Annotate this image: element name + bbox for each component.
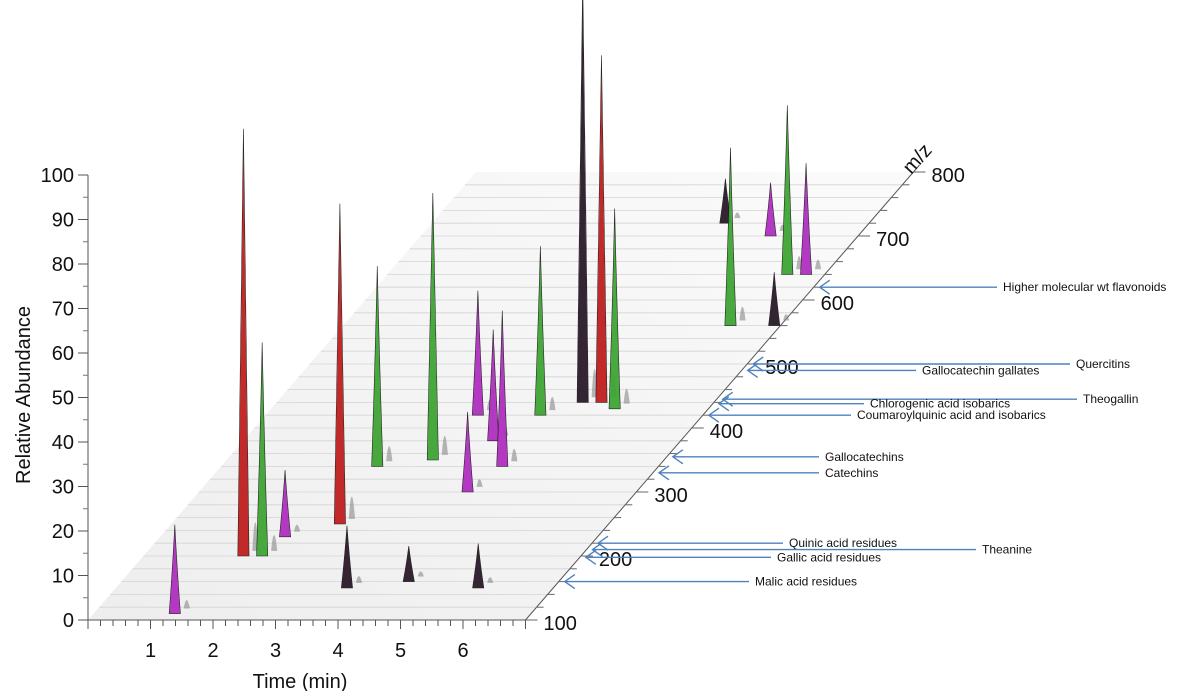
peak-shoulder bbox=[386, 446, 393, 462]
y-tick-label: 30 bbox=[52, 477, 74, 499]
peak-shoulder bbox=[739, 306, 746, 321]
chart-axes: 0 10 20 30 40 50 60 70 80 90 100 1 2 3 4 5 6 100 200 300 400… bbox=[41, 164, 965, 662]
annotation-label: Gallic acid residues bbox=[777, 550, 881, 564]
x-axis-title: Time (min) bbox=[253, 671, 348, 691]
peak-shoulder bbox=[623, 388, 630, 404]
peak-shoulder bbox=[511, 448, 518, 462]
annotation-label: Quercitins bbox=[1076, 357, 1130, 371]
peak-shoulder bbox=[487, 577, 494, 583]
peak-dark bbox=[341, 525, 353, 589]
peak-shoulder bbox=[814, 259, 822, 270]
peak-red bbox=[595, 55, 608, 403]
peak-shoulder bbox=[476, 479, 483, 487]
x-tick-label: 1 bbox=[145, 640, 156, 662]
y-tick-label: 80 bbox=[52, 254, 74, 276]
peak-shoulder bbox=[734, 212, 741, 219]
z-tick-label: 800 bbox=[932, 165, 965, 187]
peak-green bbox=[534, 246, 547, 416]
peak-shoulder bbox=[183, 600, 190, 609]
peak-magenta bbox=[764, 182, 777, 237]
x-tick-label: 5 bbox=[395, 640, 406, 662]
y-tick-label: 60 bbox=[52, 343, 74, 365]
peak-dark bbox=[402, 545, 415, 582]
annotation-arrowhead bbox=[596, 535, 609, 551]
y-tick-label: 40 bbox=[52, 432, 74, 454]
peak-green bbox=[371, 266, 384, 467]
peak-shoulder bbox=[293, 524, 301, 532]
peak-shoulder bbox=[441, 435, 448, 455]
peak-red bbox=[333, 203, 346, 525]
annotation-label: Catechins bbox=[825, 466, 878, 480]
peak-green bbox=[256, 342, 269, 557]
peak-shoulder bbox=[417, 571, 424, 577]
peak-red bbox=[237, 128, 250, 557]
peak-magenta bbox=[279, 470, 292, 538]
peak-shoulder bbox=[271, 535, 278, 551]
peak-magenta bbox=[800, 163, 813, 275]
peak-shoulder bbox=[348, 496, 356, 519]
annotation-label: Chlorogenic acid isobarics bbox=[870, 397, 1010, 411]
peak-green bbox=[781, 105, 794, 275]
annotation-label: Higher molecular wt flavonoids bbox=[1003, 280, 1166, 294]
x-tick-label: 3 bbox=[270, 640, 281, 662]
annotation-label: Coumaroylquinic acid and isobarics bbox=[857, 408, 1046, 422]
peak-shoulder bbox=[549, 396, 556, 411]
peak-magenta bbox=[487, 329, 500, 442]
chart-annotations: Higher molecular wt flavonoids Quercitins… bbox=[563, 279, 1166, 590]
annotation-arrowhead bbox=[717, 396, 730, 412]
x-tick-label: 4 bbox=[332, 640, 343, 662]
y-tick-label: 0 bbox=[63, 610, 74, 632]
z-axis-line bbox=[525, 164, 920, 621]
annotation-arrowhead bbox=[746, 362, 759, 378]
annotation-arrowhead bbox=[657, 465, 670, 481]
peak-shoulder bbox=[783, 314, 790, 321]
z-tick-label: 700 bbox=[876, 229, 909, 251]
peak-shoulder bbox=[355, 576, 363, 583]
y-tick-label: 50 bbox=[52, 388, 74, 410]
annotation-arrowhead bbox=[751, 356, 764, 372]
y-axis-title: Relative Abundance bbox=[13, 306, 35, 484]
peak-magenta bbox=[496, 310, 509, 467]
peak-green bbox=[608, 208, 621, 410]
annotation-label: Theanine bbox=[982, 543, 1032, 557]
annotation-arrowhead bbox=[584, 549, 597, 565]
annotation-arrowhead bbox=[591, 542, 603, 558]
peak-dark bbox=[768, 272, 781, 326]
y-tick-label: 20 bbox=[52, 521, 74, 543]
annotation-label: Malic acid residues bbox=[755, 575, 857, 589]
y-tick-label: 70 bbox=[52, 299, 74, 321]
peak-dark bbox=[576, 0, 589, 403]
y-tick-label: 90 bbox=[52, 210, 74, 232]
annotation-arrowhead bbox=[671, 449, 684, 465]
annotation-label: Gallocatechin gallates bbox=[922, 363, 1039, 377]
y-tick-label: 100 bbox=[41, 165, 74, 187]
annotation-arrowhead bbox=[563, 574, 576, 590]
annotation-label: Quinic acid residues bbox=[789, 536, 897, 550]
y-tick-label: 10 bbox=[52, 566, 74, 588]
peak-magenta bbox=[168, 524, 181, 614]
peak-magenta bbox=[461, 411, 474, 493]
peak-green bbox=[426, 192, 439, 461]
z-tick-label: 500 bbox=[765, 357, 798, 379]
peak-magenta bbox=[471, 290, 484, 416]
annotation-arrowhead bbox=[707, 407, 720, 423]
x-tick-label: 2 bbox=[207, 640, 218, 662]
z-tick-label: 300 bbox=[654, 485, 687, 507]
z-tick-label: 400 bbox=[710, 421, 743, 443]
z-tick-label: 200 bbox=[599, 549, 632, 571]
annotation-arrowhead bbox=[818, 279, 831, 295]
chart-peaks bbox=[168, 0, 822, 614]
peak-dark bbox=[472, 543, 485, 589]
annotation-label: Gallocatechins bbox=[825, 450, 904, 464]
z-tick-label: 600 bbox=[821, 293, 854, 315]
z-tick-label: 100 bbox=[544, 613, 577, 635]
peak-green bbox=[724, 147, 737, 326]
annotation-label: Theogallin bbox=[1083, 392, 1138, 406]
x-tick-label: 6 bbox=[457, 640, 468, 662]
